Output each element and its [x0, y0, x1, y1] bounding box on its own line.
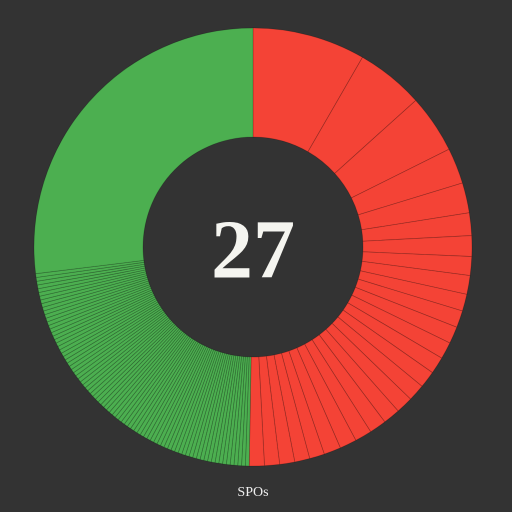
slice: [70, 307, 164, 374]
slice: [170, 348, 215, 452]
slice: [114, 331, 186, 421]
slice: [97, 324, 178, 406]
slice: [214, 354, 237, 464]
slices: [33, 27, 473, 467]
slice: [35, 261, 145, 282]
slice: [44, 280, 150, 319]
slice: [139, 340, 199, 438]
slice: [177, 349, 218, 455]
slice: [258, 355, 281, 467]
slice: [38, 269, 147, 297]
slice: [229, 355, 244, 466]
slice: [347, 294, 451, 359]
slice: [318, 328, 399, 423]
slice: [237, 356, 248, 467]
slice: [105, 328, 182, 413]
slice: [307, 56, 417, 174]
slice: [129, 337, 194, 432]
slice: [35, 259, 145, 278]
slice: [136, 339, 197, 436]
slice: [357, 182, 470, 231]
slice: [166, 347, 213, 451]
slice: [233, 356, 246, 466]
slice: [359, 260, 471, 295]
slice: [149, 343, 204, 443]
slice: [331, 316, 423, 400]
slice: [133, 338, 196, 434]
slice: [361, 212, 473, 242]
center-value: 27: [211, 204, 295, 297]
slice: [45, 282, 151, 323]
slice: [64, 303, 161, 364]
slice: [89, 320, 174, 397]
slice: [37, 267, 146, 294]
slice: [351, 286, 458, 344]
slice: [46, 284, 151, 326]
slice: [174, 349, 216, 454]
slice: [188, 351, 224, 459]
slice: [66, 304, 162, 367]
slice: [265, 354, 296, 465]
chart-label: SPOs: [237, 485, 268, 500]
slice: [36, 263, 146, 286]
slice: [354, 278, 463, 328]
slice: [222, 355, 241, 465]
slice: [163, 346, 211, 450]
slice: [195, 352, 227, 460]
slice: [82, 315, 170, 389]
slice: [77, 312, 167, 383]
slice: [184, 351, 222, 457]
slice: [362, 235, 473, 257]
slice: [342, 302, 443, 374]
slice: [325, 322, 412, 412]
slice: [146, 342, 202, 441]
slice: [92, 321, 175, 400]
slice: [55, 294, 156, 347]
slice: [199, 353, 229, 461]
slice: [33, 27, 254, 275]
slice: [241, 356, 250, 467]
slice: [311, 334, 386, 433]
slice: [126, 336, 193, 430]
slice: [100, 325, 179, 408]
slice: [304, 339, 372, 441]
slice: [357, 270, 468, 312]
slice: [192, 352, 226, 460]
slice: [60, 299, 159, 358]
slice: [49, 287, 153, 334]
slice: [206, 354, 233, 463]
slice: [79, 314, 169, 386]
slice: [181, 350, 220, 456]
slice: [159, 346, 209, 448]
slice: [248, 356, 265, 467]
slice: [142, 341, 201, 440]
slice: [225, 355, 242, 466]
slice: [288, 347, 341, 455]
slice: [39, 271, 147, 301]
slice: [153, 344, 206, 445]
slice: [108, 329, 183, 416]
slice: [252, 27, 364, 153]
slice: [59, 298, 158, 354]
slice: [84, 317, 171, 392]
slice: [94, 322, 176, 403]
slice: [87, 318, 172, 395]
slice: [123, 335, 191, 427]
slice: [156, 345, 208, 447]
